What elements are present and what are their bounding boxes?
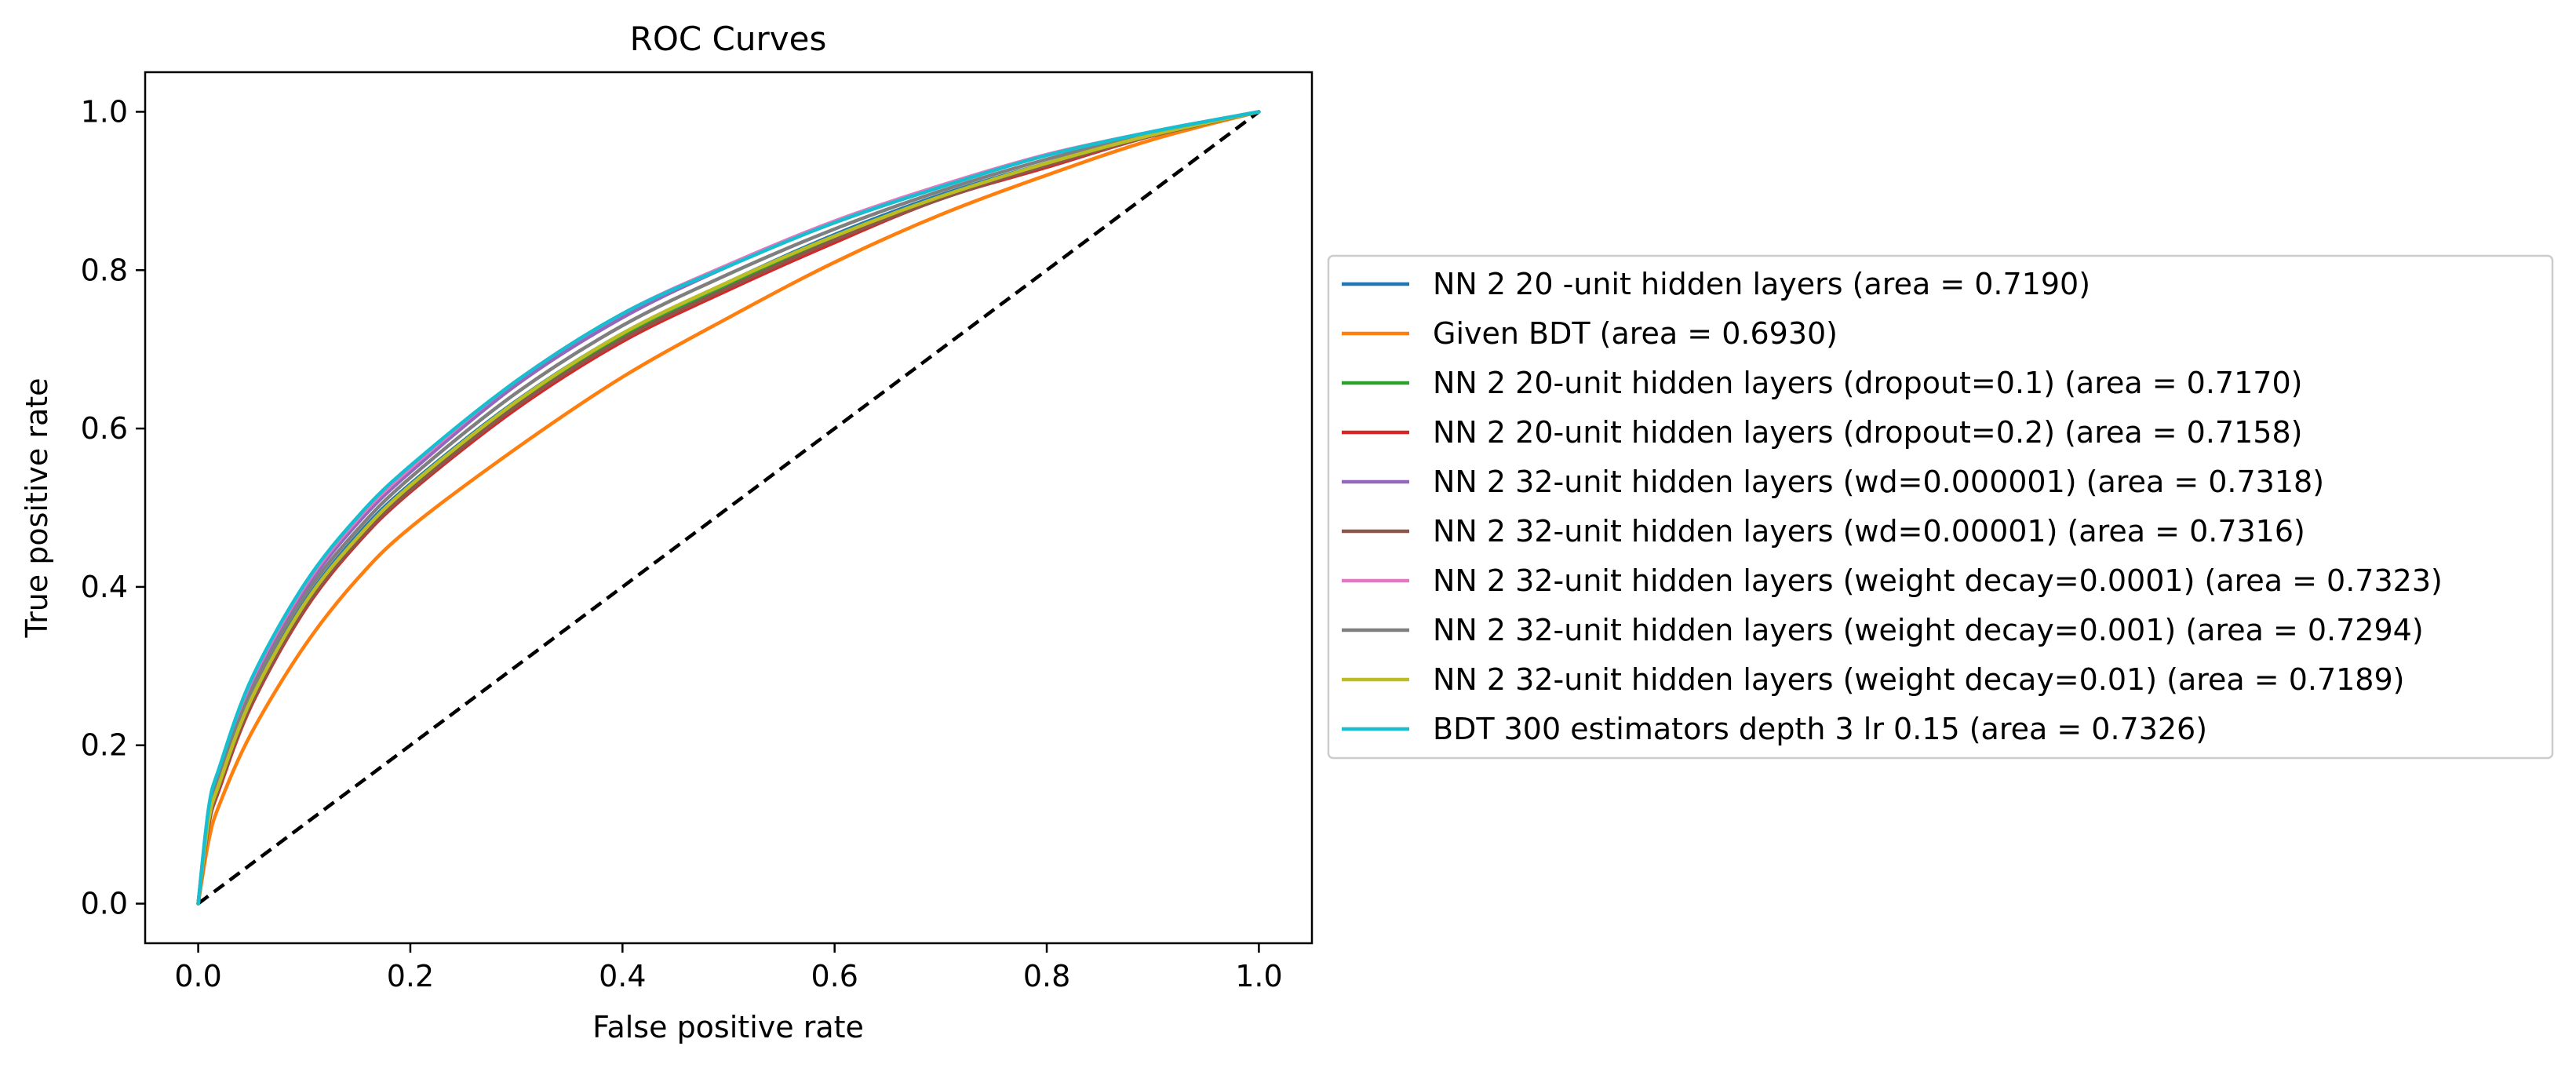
legend-label-6: NN 2 32-unit hidden layers (wd=0.00001) … — [1433, 514, 2305, 549]
legend: NN 2 20 -unit hidden layers (area = 0.71… — [1327, 254, 2554, 760]
chart-title: ROC Curves — [630, 20, 827, 58]
y-tick-label: 0.0 — [81, 887, 128, 921]
x-tick-label: 0.6 — [811, 959, 858, 993]
legend-items: NN 2 20 -unit hidden layers (area = 0.71… — [1342, 267, 2443, 746]
y-axis-label: True positive rate — [20, 377, 54, 638]
y-axis-ticks: 0.0 0.2 0.4 0.6 0.8 1.0 — [81, 94, 145, 921]
x-tick-label: 1.0 — [1235, 959, 1282, 993]
y-tick-label: 0.4 — [81, 570, 128, 604]
legend-label-7: NN 2 32-unit hidden layers (weight decay… — [1433, 563, 2443, 598]
y-tick-label: 0.2 — [81, 728, 128, 763]
series-layer — [196, 110, 1261, 906]
x-tick-label: 0.4 — [599, 959, 646, 993]
x-axis-ticks: 0.0 0.2 0.4 0.6 0.8 1.0 — [174, 943, 1283, 993]
series-line-10 — [196, 110, 1261, 906]
legend-label-8: NN 2 32-unit hidden layers (weight decay… — [1433, 613, 2424, 647]
legend-box — [1327, 254, 2554, 760]
legend-label-2: Given BDT (area = 0.6930) — [1433, 316, 1838, 351]
legend-label-5: NN 2 32-unit hidden layers (wd=0.000001)… — [1433, 465, 2324, 499]
x-axis-label: False positive rate — [592, 1010, 864, 1044]
plot-area — [144, 71, 1314, 945]
x-tick-label: 0.2 — [387, 959, 434, 993]
y-tick-label: 0.8 — [81, 253, 128, 287]
x-tick-label: 0.8 — [1023, 959, 1070, 993]
y-tick-label: 1.0 — [81, 94, 128, 129]
series-line-9 — [196, 110, 1261, 906]
legend-label-9: NN 2 32-unit hidden layers (weight decay… — [1433, 662, 2405, 697]
x-tick-label: 0.0 — [174, 959, 221, 993]
legend-label-4: NN 2 20-unit hidden layers (dropout=0.2)… — [1433, 415, 2302, 450]
legend-label-1: NN 2 20 -unit hidden layers (area = 0.71… — [1433, 267, 2090, 301]
legend-label-10: BDT 300 estimators depth 3 lr 0.15 (area… — [1433, 712, 2207, 746]
series-line-2 — [196, 110, 1261, 906]
legend-label-3: NN 2 20-unit hidden layers (dropout=0.1)… — [1433, 366, 2302, 400]
y-tick-label: 0.6 — [81, 411, 128, 446]
diagonal-reference-line — [197, 110, 1260, 906]
series-line-8 — [196, 110, 1261, 906]
